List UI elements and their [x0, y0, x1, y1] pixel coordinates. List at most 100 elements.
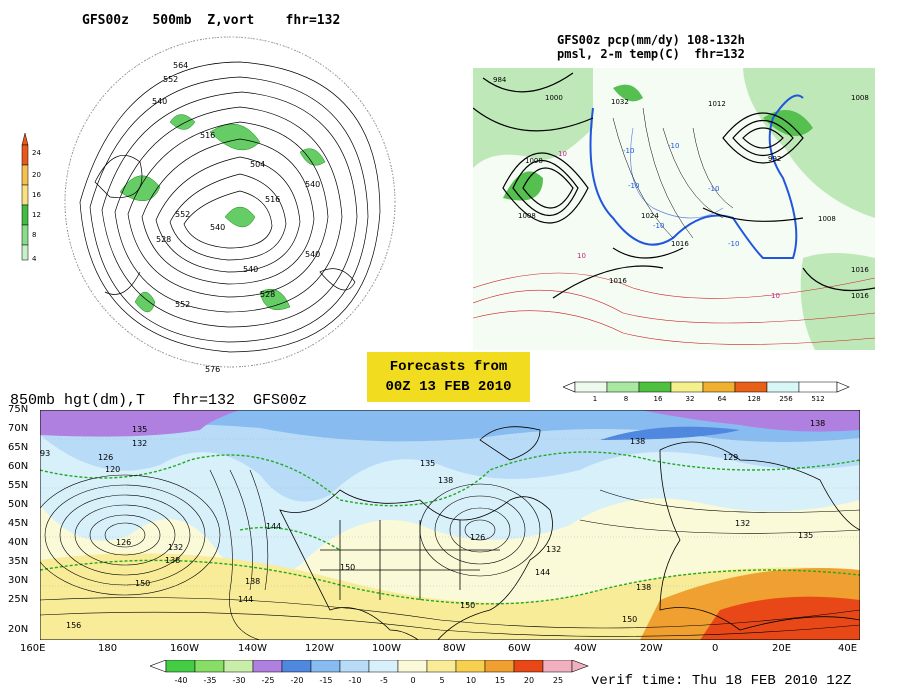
contour-label: 144: [238, 595, 253, 604]
panel-500mb-contour-labels: 564 552 540 516 504 540 516 552 528 540 …: [152, 61, 320, 374]
pressure-label: 1016: [609, 277, 627, 285]
panel-pcp-map: 984 1000 1032 1012 1008 1008 992 1024 10…: [473, 68, 875, 350]
banner-line1: Forecasts from: [389, 359, 508, 375]
colorbar-label: 512: [811, 395, 824, 402]
lat-label: 40N: [8, 537, 29, 548]
contour-label: 540: [243, 265, 258, 274]
contour-label: 138: [165, 556, 180, 565]
contour-label: 135: [420, 459, 435, 468]
temp-label: 10: [577, 252, 586, 260]
colorbar-label: 4: [32, 255, 37, 263]
panel-850mb-colorbar: -40 -35 -30 -25 -20 -15 -10 -5 0 5 10 15…: [149, 659, 590, 686]
lon-label: 20E: [772, 643, 792, 654]
pressure-label: 1012: [708, 100, 726, 108]
contour-label: 516: [265, 195, 280, 204]
contour-label: 138: [630, 437, 645, 446]
pressure-label: 1032: [611, 98, 629, 106]
colorbar-label: 10: [466, 676, 476, 685]
colorbar-label: 256: [779, 395, 793, 402]
lat-label: 50N: [8, 499, 29, 510]
lon-label: 40W: [574, 643, 597, 654]
contour-label: 132: [735, 519, 750, 528]
lat-label: 25N: [8, 594, 29, 605]
contour-label: 93: [40, 449, 50, 458]
contour-label: 132: [168, 543, 183, 552]
temp-label: -10: [653, 222, 664, 230]
colorbar-label: -40: [174, 676, 187, 685]
temp-label: -10: [668, 142, 679, 150]
contour-label: 504: [250, 160, 265, 169]
contour-label: 132: [546, 545, 561, 554]
lat-label: 75N: [8, 404, 29, 415]
pressure-label: 1008: [818, 215, 836, 223]
colorbar-label: -30: [232, 676, 245, 685]
pressure-label: 1016: [851, 266, 869, 274]
colorbar-label: 0: [410, 676, 415, 685]
verif-time: verif time: Thu 18 FEB 2010 12Z: [591, 673, 852, 689]
colorbar-label: -15: [319, 676, 332, 685]
temp-label: -10: [708, 185, 719, 193]
contour-label: 528: [156, 235, 171, 244]
lon-axis-labels: 160E 180 160W 140W 120W 100W 80W 60W 40W…: [20, 643, 880, 657]
contour-label: 138: [245, 577, 260, 586]
panel-850mb-map: 135 132 126 120 93 126 132 138 150 144 1…: [40, 410, 860, 640]
colorbar-label: -35: [203, 676, 216, 685]
forecast-banner: Forecasts from 00Z 13 FEB 2010: [367, 352, 530, 402]
colorbar-label: -5: [380, 676, 388, 685]
contour-label: 552: [175, 210, 190, 219]
colorbar-label: 1: [593, 395, 597, 402]
lon-label: 160E: [20, 643, 46, 654]
contour-label: 120: [105, 465, 120, 474]
lat-label: 45N: [8, 518, 29, 529]
panel-500mb-title: GFS00z 500mb Z,vort fhr=132: [82, 13, 341, 28]
lat-label: 55N: [8, 480, 29, 491]
colorbar-label: -25: [261, 676, 274, 685]
contour-label: 156: [66, 621, 81, 630]
lat-axis-labels: 75N 70N 65N 60N 55N 50N 45N 40N 35N 30N …: [8, 404, 40, 640]
colorbar-label: 12: [32, 211, 41, 219]
pressure-label: 1016: [851, 292, 869, 300]
pressure-label: 1008: [525, 157, 543, 165]
colorbar-label: 25: [553, 676, 563, 685]
colorbar-label: 128: [747, 395, 760, 402]
temp-label: -10: [728, 240, 739, 248]
temp-label: -10: [628, 182, 639, 190]
contour-label: 129: [723, 453, 738, 462]
lon-label: 20W: [640, 643, 663, 654]
lon-label: 60W: [508, 643, 531, 654]
colorbar-label: 5: [439, 676, 444, 685]
lon-label: 140W: [238, 643, 267, 654]
lat-label: 35N: [8, 556, 29, 567]
colorbar-label: 24: [32, 149, 41, 157]
temp-label: -10: [623, 147, 634, 155]
contour-label: 132: [132, 439, 147, 448]
colorbar-label: -20: [290, 676, 303, 685]
contour-label: 150: [460, 601, 475, 610]
contour-label: 126: [98, 453, 113, 462]
lon-label: 0: [712, 643, 719, 654]
colorbar-label: 16: [654, 395, 663, 402]
lon-label: 160W: [170, 643, 199, 654]
panel-pcp-colorbar: 1 8 16 32 64 128 256 512: [562, 380, 853, 403]
contour-label: 540: [210, 223, 225, 232]
colorbar-label: 20: [524, 676, 534, 685]
contour-label: 528: [260, 290, 275, 299]
lon-label: 180: [98, 643, 118, 654]
lat-label: 60N: [8, 461, 29, 472]
panel-500mb-colorbar: 24 20 16 12 8 4: [20, 132, 60, 268]
contour-label: 540: [305, 180, 320, 189]
panel-pcp-title-line1: GFS00z pcp(mm/dy) 108-132h: [557, 33, 745, 47]
contour-label: 150: [135, 579, 150, 588]
panel-pcp-title-line2: pmsl, 2-m temp(C) fhr=132: [557, 47, 745, 61]
lat-label: 65N: [8, 442, 29, 453]
banner-line2: 00Z 13 FEB 2010: [385, 379, 512, 395]
pressure-label: 984: [493, 76, 507, 84]
colorbar-label: 15: [495, 676, 505, 685]
colorbar-label: 8: [624, 395, 628, 402]
panel-500mb-map: 564 552 540 516 504 540 516 552 528 540 …: [64, 36, 396, 374]
contour-label: 144: [266, 522, 281, 531]
temp-label: 10: [771, 292, 780, 300]
lon-label: 40E: [838, 643, 858, 654]
contour-label: 516: [200, 131, 215, 140]
pressure-label: 1024: [641, 212, 659, 220]
